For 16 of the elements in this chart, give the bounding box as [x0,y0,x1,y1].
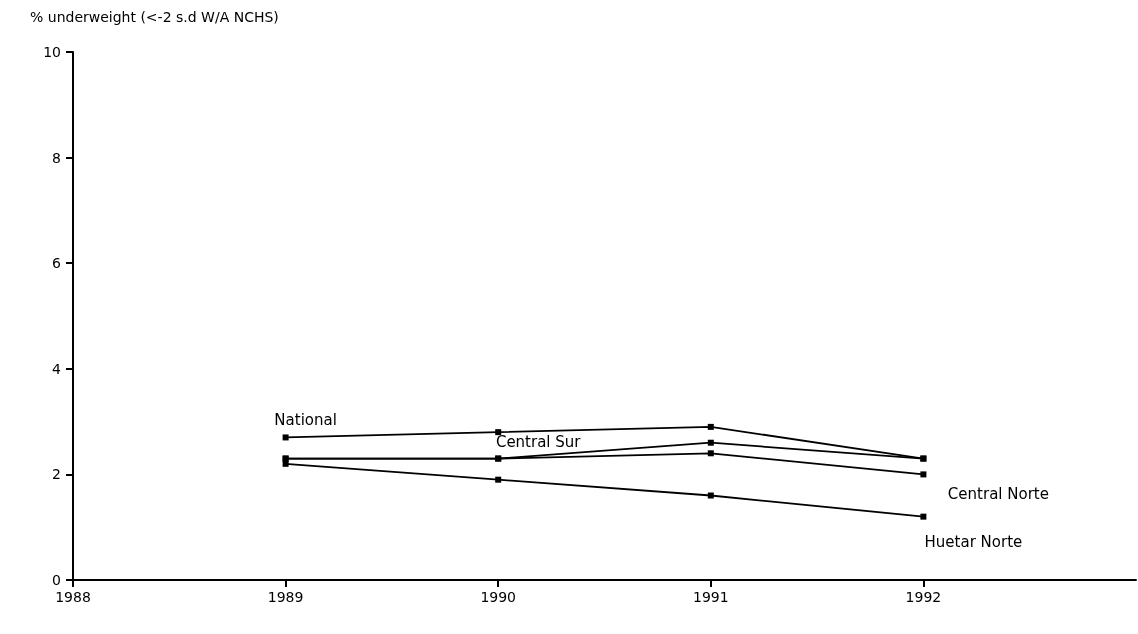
x-tick-label: 1992 [905,589,942,605]
series-label: National [274,410,337,429]
y-tick-label: 2 [52,466,61,483]
y-tick-label: 6 [52,255,62,272]
y-axis-title: % underweight (<-2 s.d W/A NCHS) [30,9,279,25]
y-tick-label: 10 [43,44,61,60]
series-label: Huetar Norte [924,533,1023,552]
x-tick-label: 1988 [55,589,91,605]
series-label: Central Sur [495,433,582,452]
x-tick-label: 1989 [267,589,304,605]
y-tick-label: 0 [52,572,61,588]
y-tick-label: 4 [52,360,62,377]
x-tick-label: 1990 [480,589,517,605]
y-tick-label: 8 [52,149,61,166]
x-tick-label: 1991 [692,589,729,605]
series-label: Central Norte [947,484,1049,503]
